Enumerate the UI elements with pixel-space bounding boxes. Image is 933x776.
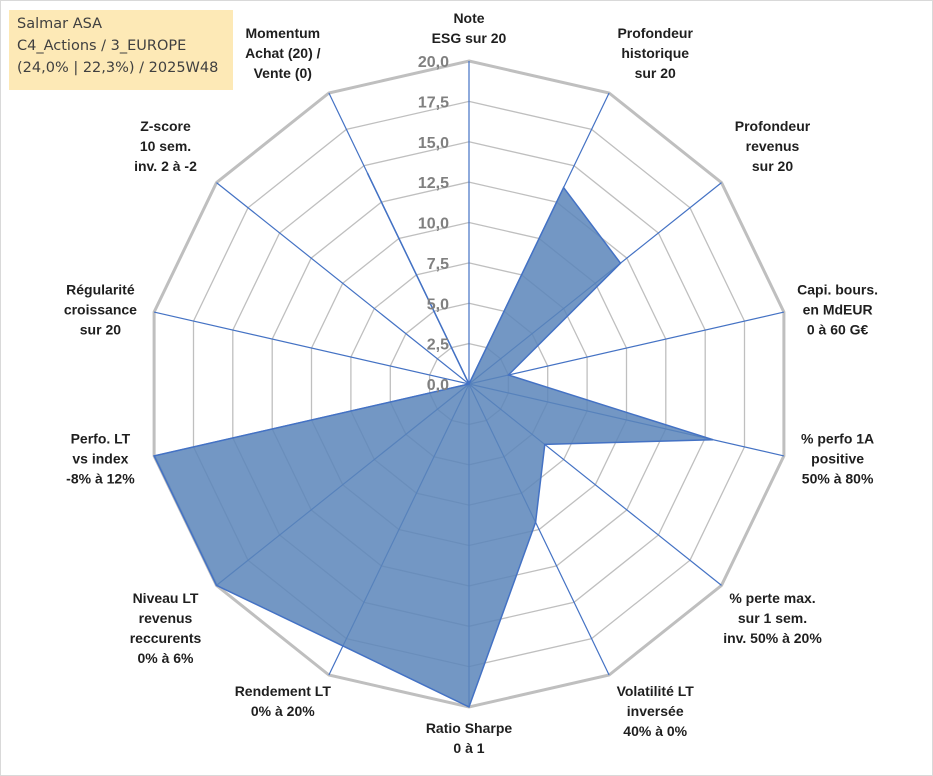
- axis-label-9-line-2: reccurents: [130, 630, 202, 646]
- spoke-11: [153, 311, 470, 385]
- axis-label-4-line-2: 50% à 80%: [802, 471, 874, 487]
- axis-label-13-line-2: Vente (0): [254, 65, 312, 81]
- axis-label-12: Z-score 10 sem. inv. 2 à -2: [134, 118, 197, 174]
- radar-series: [153, 172, 714, 709]
- axis-label-2-line-2: sur 20: [752, 158, 793, 174]
- axis-label-13: Momentum Achat (20) / Vente (0): [245, 25, 321, 81]
- axis-label-8: Rendement LT 0% à 20%: [235, 683, 332, 719]
- axis-label-8-line-0: Rendement LT: [235, 683, 332, 699]
- axis-label-12-line-2: inv. 2 à -2: [134, 158, 197, 174]
- axis-label-2-line-0: Profondeur: [735, 118, 811, 134]
- axis-label-1-line-0: Profondeur: [617, 25, 693, 41]
- tick-label-1: 2,5: [427, 337, 449, 354]
- axis-label-3-line-1: en MdEUR: [803, 302, 873, 318]
- tick-label-3: 7,5: [427, 256, 449, 273]
- axis-label-0-line-1: ESG sur 20: [432, 30, 507, 46]
- axis-label-2-line-1: revenus: [746, 138, 800, 154]
- axis-label-13-line-1: Achat (20) /: [245, 45, 321, 61]
- title-line-stats: (24,0% | 22,3%) / 2025W48: [17, 60, 219, 76]
- axis-label-11: Régularité croissance sur 20: [64, 282, 137, 338]
- axis-label-12-line-0: Z-score: [140, 118, 191, 134]
- axis-label-1: Profondeur historique sur 20: [617, 25, 693, 81]
- tick-label-2: 5,0: [427, 296, 449, 313]
- tick-label-5: 12,5: [418, 175, 449, 192]
- axis-label-5: % perte max. sur 1 sem. inv. 50% à 20%: [723, 590, 822, 646]
- axis-label-10: Perfo. LT vs index -8% à 12%: [66, 431, 135, 487]
- axis-label-1-line-1: historique: [621, 45, 689, 61]
- axis-label-9-line-1: revenus: [139, 610, 193, 626]
- tick-label-8: 20,0: [418, 54, 449, 71]
- tick-label-4: 10,0: [418, 216, 449, 233]
- axis-label-6-line-0: Volatilité LT: [617, 683, 695, 699]
- axis-label-6-line-2: 40% à 0%: [623, 723, 687, 739]
- axis-label-0: Note ESG sur 20: [432, 10, 507, 46]
- axis-label-11-line-2: sur 20: [80, 322, 121, 338]
- axis-label-5-line-2: inv. 50% à 20%: [723, 630, 822, 646]
- axis-label-7-line-1: 0 à 1: [453, 740, 484, 756]
- axis-label-6-line-1: inversée: [627, 703, 684, 719]
- axis-label-6: Volatilité LT inversée 40% à 0%: [617, 683, 695, 739]
- axis-label-9-line-0: Niveau LT: [133, 590, 199, 606]
- axis-label-10-line-0: Perfo. LT: [71, 431, 131, 447]
- axis-label-7: Ratio Sharpe 0 à 1: [426, 720, 513, 756]
- axis-label-4-line-0: % perfo 1A: [801, 431, 874, 447]
- axis-labels: Note ESG sur 20 Profondeur historique sur 20…: [64, 10, 878, 756]
- spoke-12: [216, 182, 470, 385]
- axis-label-3: Capi. bours. en MdEUR 0 à 60 G€: [797, 282, 878, 338]
- tick-label-6: 15,0: [418, 135, 449, 152]
- title-line-company: Salmar ASA: [17, 16, 103, 32]
- axis-label-1-line-2: sur 20: [635, 65, 676, 81]
- tick-label-7: 17,5: [418, 94, 449, 111]
- axis-label-9-line-3: 0% à 6%: [137, 650, 194, 666]
- axis-label-4-line-1: positive: [811, 451, 864, 467]
- spoke-3: [468, 311, 785, 385]
- axis-label-9: Niveau LT revenus reccurents 0% à 6%: [130, 590, 202, 666]
- axis-label-13-line-0: Momentum: [245, 25, 320, 41]
- title-line-category: C4_Actions / 3_EUROPE: [17, 38, 187, 54]
- axis-label-12-line-1: 10 sem.: [140, 138, 191, 154]
- axis-label-11-line-1: croissance: [64, 302, 137, 318]
- axis-label-8-line-1: 0% à 20%: [251, 703, 315, 719]
- axis-label-4: % perfo 1A positive 50% à 80%: [801, 431, 874, 487]
- series-area: [153, 172, 714, 709]
- radial-tick-labels: 0,0 2,5 5,0 7,5 10,0 12,5 15,0 17,5 20,0: [418, 54, 449, 394]
- axis-label-3-line-2: 0 à 60 G€: [807, 322, 869, 338]
- title-box: Salmar ASA C4_Actions / 3_EUROPE (24,0% …: [9, 10, 233, 90]
- axis-label-10-line-2: -8% à 12%: [66, 471, 135, 487]
- axis-label-10-line-1: vs index: [72, 451, 128, 467]
- tick-label-0: 0,0: [427, 377, 449, 394]
- axis-label-3-line-0: Capi. bours.: [797, 282, 878, 298]
- axis-label-7-line-0: Ratio Sharpe: [426, 720, 513, 736]
- axis-label-5-line-0: % perte max.: [729, 590, 815, 606]
- axis-label-0-line-0: Note: [453, 10, 484, 26]
- axis-label-5-line-1: sur 1 sem.: [738, 610, 807, 626]
- axis-label-11-line-0: Régularité: [66, 282, 135, 298]
- axis-label-2: Profondeur revenus sur 20: [735, 118, 811, 174]
